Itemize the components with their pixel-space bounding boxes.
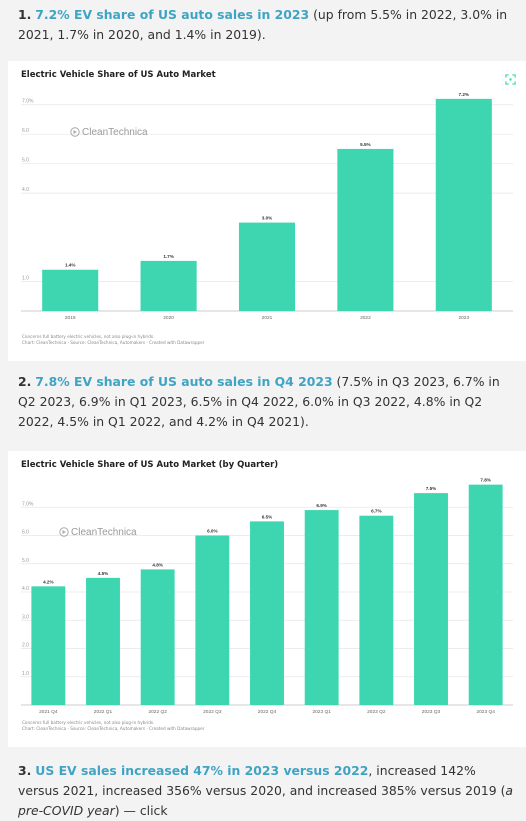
item-2-link[interactable]: 7.8% EV share of US auto sales in Q4 202… xyxy=(35,374,333,389)
chart-2-ytick-label: 4.0 xyxy=(22,586,29,592)
article-page: 1. 7.2% EV share of US auto sales in 202… xyxy=(8,5,526,818)
chart-2-bar-2022-Q1[interactable] xyxy=(86,577,120,705)
chart-1-card: Electric Vehicle Share of US Auto Market… xyxy=(8,61,526,361)
chart-2-bar-2022-Q3[interactable] xyxy=(195,535,230,706)
chart-1-value-label: 7.2% xyxy=(459,92,469,97)
chart-2-xtick-label: 2023 Q2 xyxy=(367,709,386,715)
chart-2-ytick-label: 1.0 xyxy=(22,671,29,677)
chart-2-value-label: 4.2% xyxy=(43,579,53,584)
chart-2-bar-2023-Q1[interactable] xyxy=(304,510,339,705)
chart-2-card: Electric Vehicle Share of US Auto Market… xyxy=(8,451,526,747)
chart-2-bar-2022-Q2[interactable] xyxy=(140,569,175,705)
chart-1-xtick-label: 2020 xyxy=(163,315,174,321)
chart-1-value-label: 5.5% xyxy=(360,142,370,147)
chart-2-value-label: 6.0% xyxy=(207,529,217,534)
chart-2-xtick-label: 2022 Q2 xyxy=(148,709,167,715)
item-1-text: 1. 7.2% EV share of US auto sales in 202… xyxy=(18,5,518,45)
chart-1-value-label: 1.4% xyxy=(65,263,75,268)
expand-icon[interactable] xyxy=(505,74,516,85)
svg-text:CleanTechnica: CleanTechnica xyxy=(71,527,137,538)
item-1-link[interactable]: 7.2% EV share of US auto sales in 2023 xyxy=(35,7,310,22)
cleantechnica-watermark: CleanTechnica xyxy=(59,527,137,538)
chart-2-bar-2021-Q4[interactable] xyxy=(31,586,66,705)
chart-1-bar-2020[interactable] xyxy=(140,260,197,311)
chart-1-bar-2023[interactable] xyxy=(435,98,492,311)
svg-text:CleanTechnica: CleanTechnica xyxy=(82,127,148,138)
chart-2-notes: Concerns full battery electric vehicles,… xyxy=(22,720,204,732)
chart-2-bar-2022-Q4[interactable] xyxy=(250,521,284,705)
item-2-body: (7.5% in Q3 2023, 6.7% in Q2 2023, 6.9% … xyxy=(18,374,500,429)
chart-2-note: Concerns full battery electric vehicles,… xyxy=(22,720,155,725)
chart-1-bar-2019[interactable] xyxy=(42,269,99,311)
chart-2-value-label: 4.8% xyxy=(152,562,162,567)
chart-1-ytick-label: 5.0 xyxy=(22,158,29,164)
item-2-number: 2. xyxy=(18,374,32,389)
chart-2-ytick-label: 6.0 xyxy=(22,530,29,536)
chart-2-xtick-label: 2022 Q1 xyxy=(94,709,113,715)
chart-2-value-label: 4.5% xyxy=(98,571,108,576)
chart-2-xtick-label: 2022 Q3 xyxy=(203,709,222,715)
chart-1-plot: 1.0 4.0 5.0 6.0 7.0% CleanTechnica 1.4% 2019 1.7… xyxy=(21,92,513,321)
chart-2-value-label: 7.5% xyxy=(426,486,436,491)
chart-2-value-label: 7.8% xyxy=(480,478,490,483)
chart-1-note: Concerns full battery electric vehicles,… xyxy=(22,334,155,339)
chart-2-bar-2023-Q2[interactable] xyxy=(359,515,394,705)
chart-2-xtick-label: 2022 Q4 xyxy=(258,709,277,715)
chart-2-value-label: 6.9% xyxy=(316,503,326,508)
chart-2-xtick-label: 2023 Q4 xyxy=(476,709,495,715)
item-3-number: 3. xyxy=(18,763,32,778)
chart-2-xtick-label: 2023 Q1 xyxy=(312,709,331,715)
chart-2-plot: 1.0 2.0 3.0 4.0 5.0 6.0 7.0% CleanTechnica 4.2% 2… xyxy=(21,478,513,715)
chart-1-bar-2021[interactable] xyxy=(238,222,296,311)
item-3-text: 3. US EV sales increased 47% in 2023 ver… xyxy=(18,761,518,821)
chart-1-xtick-label: 2021 xyxy=(262,315,273,321)
item-2-text: 2. 7.8% EV share of US auto sales in Q4 … xyxy=(18,372,518,432)
chart-2-ytick-label: 7.0% xyxy=(22,501,34,507)
chart-1-value-label: 1.7% xyxy=(163,254,173,259)
chart-1-ytick-label: 1.0 xyxy=(22,276,29,282)
item-3-body-b: ) — click xyxy=(114,803,168,818)
chart-1-value-label: 3.0% xyxy=(262,216,272,221)
chart-2-title: Electric Vehicle Share of US Auto Market… xyxy=(21,460,279,470)
chart-1-xtick-label: 2022 xyxy=(360,315,371,321)
chart-1-xtick-label: 2023 xyxy=(458,315,469,321)
cleantechnica-watermark: CleanTechnica xyxy=(70,127,148,138)
chart-2-xtick-label: 2021 Q4 xyxy=(39,709,58,715)
chart-1-xtick-label: 2019 xyxy=(65,315,76,321)
chart-2-value-label: 6.5% xyxy=(262,514,272,519)
chart-1-notes: Concerns full battery electric vehicles,… xyxy=(22,334,204,346)
chart-1-ytick-label: 4.0 xyxy=(22,187,29,193)
item-3-link[interactable]: US EV sales increased 47% in 2023 versus… xyxy=(35,763,369,778)
item-1-number: 1. xyxy=(18,7,32,22)
chart-1-title: Electric Vehicle Share of US Auto Market xyxy=(21,70,216,80)
chart-1-ytick-label: 6.0 xyxy=(22,128,29,134)
chart-1-source: Chart: CleanTechnica · Source: CleanTech… xyxy=(22,340,205,345)
item-1-body: (up from 5.5% in 2022, 3.0% in 2021, 1.7… xyxy=(18,7,508,42)
item-3-body-a: , increased 142% versus 2021, increased … xyxy=(18,763,506,798)
chart-2-ytick-label: 2.0 xyxy=(22,643,29,649)
chart-2-xtick-label: 2023 Q3 xyxy=(422,709,441,715)
chart-2-ytick-label: 3.0 xyxy=(22,614,29,620)
chart-2-bar-2023-Q3[interactable] xyxy=(414,493,448,705)
chart-1-ytick-label: 7.0% xyxy=(22,99,34,105)
chart-2-bar-2023-Q4[interactable] xyxy=(468,484,503,705)
chart-2-ytick-label: 5.0 xyxy=(22,558,29,564)
chart-2-value-label: 6.7% xyxy=(371,509,381,514)
chart-1-bar-2022[interactable] xyxy=(337,148,394,311)
chart-2-source: Chart: CleanTechnica · Source: CleanTech… xyxy=(22,726,205,731)
